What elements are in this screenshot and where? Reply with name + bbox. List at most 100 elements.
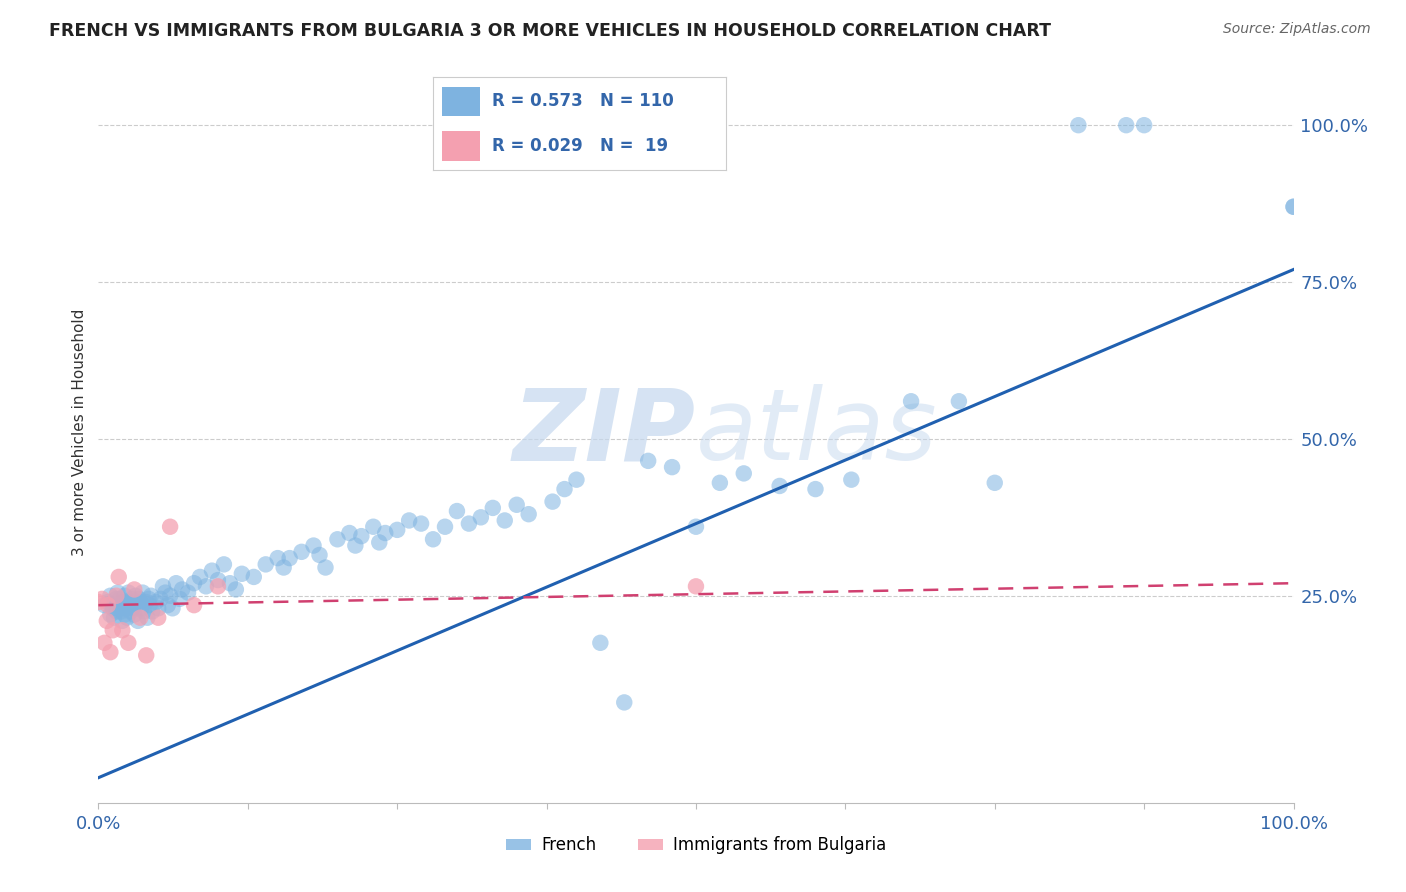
- Text: Source: ZipAtlas.com: Source: ZipAtlas.com: [1223, 22, 1371, 37]
- Point: [183, 598, 205, 612]
- Point: [231, 566, 253, 581]
- Point: [115, 601, 138, 615]
- Point: [219, 576, 242, 591]
- Point: [183, 576, 205, 591]
- Point: [169, 591, 191, 606]
- Point: [118, 598, 141, 612]
- Point: [114, 589, 136, 603]
- Point: [122, 601, 145, 615]
- Point: [129, 611, 152, 625]
- Point: [374, 526, 396, 541]
- Point: [308, 548, 330, 562]
- Point: [124, 582, 146, 597]
- Point: [733, 467, 755, 481]
- Point: [177, 585, 200, 599]
- Point: [132, 604, 155, 618]
- Point: [120, 604, 142, 618]
- Point: [105, 589, 128, 603]
- Text: atlas: atlas: [696, 384, 938, 481]
- Y-axis label: 3 or more Vehicles in Household: 3 or more Vehicles in Household: [72, 309, 87, 557]
- Point: [613, 695, 636, 709]
- Point: [506, 498, 529, 512]
- Point: [112, 598, 135, 612]
- Point: [278, 551, 301, 566]
- Legend: French, Immigrants from Bulgaria: French, Immigrants from Bulgaria: [499, 830, 893, 861]
- Point: [1115, 118, 1137, 132]
- Point: [470, 510, 492, 524]
- Point: [148, 601, 170, 615]
- Point: [141, 604, 163, 618]
- Point: [110, 604, 132, 618]
- Point: [554, 482, 576, 496]
- Point: [273, 560, 295, 574]
- Point: [93, 598, 115, 612]
- Point: [637, 454, 659, 468]
- Point: [124, 607, 146, 622]
- Point: [128, 591, 150, 606]
- Point: [114, 607, 136, 622]
- Point: [1133, 118, 1156, 132]
- Point: [494, 513, 516, 527]
- Point: [155, 585, 177, 599]
- Point: [291, 545, 314, 559]
- Point: [111, 624, 134, 638]
- Point: [900, 394, 922, 409]
- Point: [98, 607, 122, 622]
- Point: [804, 482, 827, 496]
- Point: [1067, 118, 1090, 132]
- Point: [458, 516, 481, 531]
- Point: [1282, 200, 1305, 214]
- Point: [422, 533, 444, 547]
- Point: [541, 494, 564, 508]
- Point: [709, 475, 731, 490]
- Text: FRENCH VS IMMIGRANTS FROM BULGARIA 3 OR MORE VEHICLES IN HOUSEHOLD CORRELATION C: FRENCH VS IMMIGRANTS FROM BULGARIA 3 OR …: [49, 22, 1052, 40]
- Point: [254, 558, 277, 572]
- Point: [138, 591, 160, 606]
- Point: [139, 589, 162, 603]
- Point: [135, 648, 157, 663]
- Point: [661, 460, 683, 475]
- Point: [565, 473, 588, 487]
- Point: [135, 595, 157, 609]
- Point: [434, 520, 457, 534]
- Point: [121, 591, 143, 606]
- Point: [111, 595, 134, 609]
- Point: [145, 595, 167, 609]
- Point: [124, 589, 146, 603]
- Point: [127, 614, 149, 628]
- Point: [411, 516, 433, 531]
- Point: [105, 604, 128, 618]
- Point: [131, 601, 153, 615]
- Point: [350, 529, 373, 543]
- Point: [165, 576, 187, 591]
- Point: [117, 585, 139, 599]
- Point: [139, 598, 162, 612]
- Point: [207, 579, 229, 593]
- Point: [149, 591, 172, 606]
- Point: [685, 520, 707, 534]
- Point: [201, 564, 224, 578]
- Point: [984, 475, 1007, 490]
- Point: [225, 582, 247, 597]
- Point: [339, 526, 361, 541]
- Point: [111, 614, 134, 628]
- Point: [1282, 200, 1305, 214]
- Point: [96, 614, 118, 628]
- Point: [107, 598, 129, 612]
- Point: [685, 579, 707, 593]
- Point: [207, 573, 229, 587]
- Point: [152, 579, 174, 593]
- Point: [105, 591, 128, 606]
- Point: [108, 591, 131, 606]
- Point: [107, 585, 129, 599]
- Point: [159, 589, 181, 603]
- Point: [125, 598, 148, 612]
- Point: [156, 598, 179, 612]
- Point: [97, 595, 120, 609]
- Point: [948, 394, 970, 409]
- Point: [117, 636, 139, 650]
- Point: [326, 533, 349, 547]
- Point: [385, 523, 409, 537]
- Point: [195, 579, 218, 593]
- Point: [117, 595, 139, 609]
